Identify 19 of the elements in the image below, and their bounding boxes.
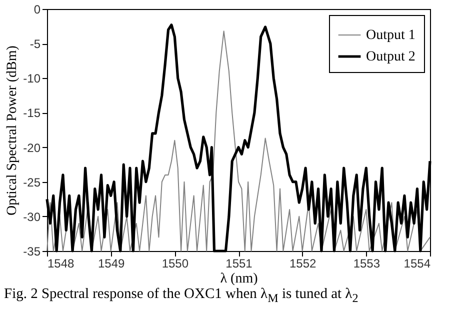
- y-tick-label: -5: [30, 37, 41, 52]
- x-tick-label: 1548: [48, 256, 75, 270]
- y-tick-label: -20: [23, 140, 41, 155]
- y-tick-label: -15: [23, 106, 41, 120]
- x-tick-label: 1551: [226, 256, 253, 270]
- caption: Fig. 2 Spectral response of the OXC1 when λ$_{M}$ is tuned at λ$_{2}$: [3, 285, 360, 307]
- x-tick-label: 1554: [404, 256, 431, 270]
- legend-label: Output 2: [366, 50, 416, 64]
- y-tick-label: -30: [23, 210, 41, 224]
- y-tick-label: -35: [23, 244, 41, 258]
- x-tick-label: 1552: [289, 256, 317, 270]
- x-tick-label: 1553: [353, 256, 380, 270]
- y-tick-label: -10: [23, 72, 41, 86]
- y-tick-label: -25: [23, 175, 41, 190]
- x-tick-label: 1549: [98, 256, 126, 270]
- legend-label: Output 1: [366, 28, 416, 43]
- x-tick-label: 1550: [162, 256, 189, 270]
- y-axis-title: Optical Spectral Power (dBm): [5, 45, 20, 216]
- y-tick-label: 0: [34, 2, 41, 16]
